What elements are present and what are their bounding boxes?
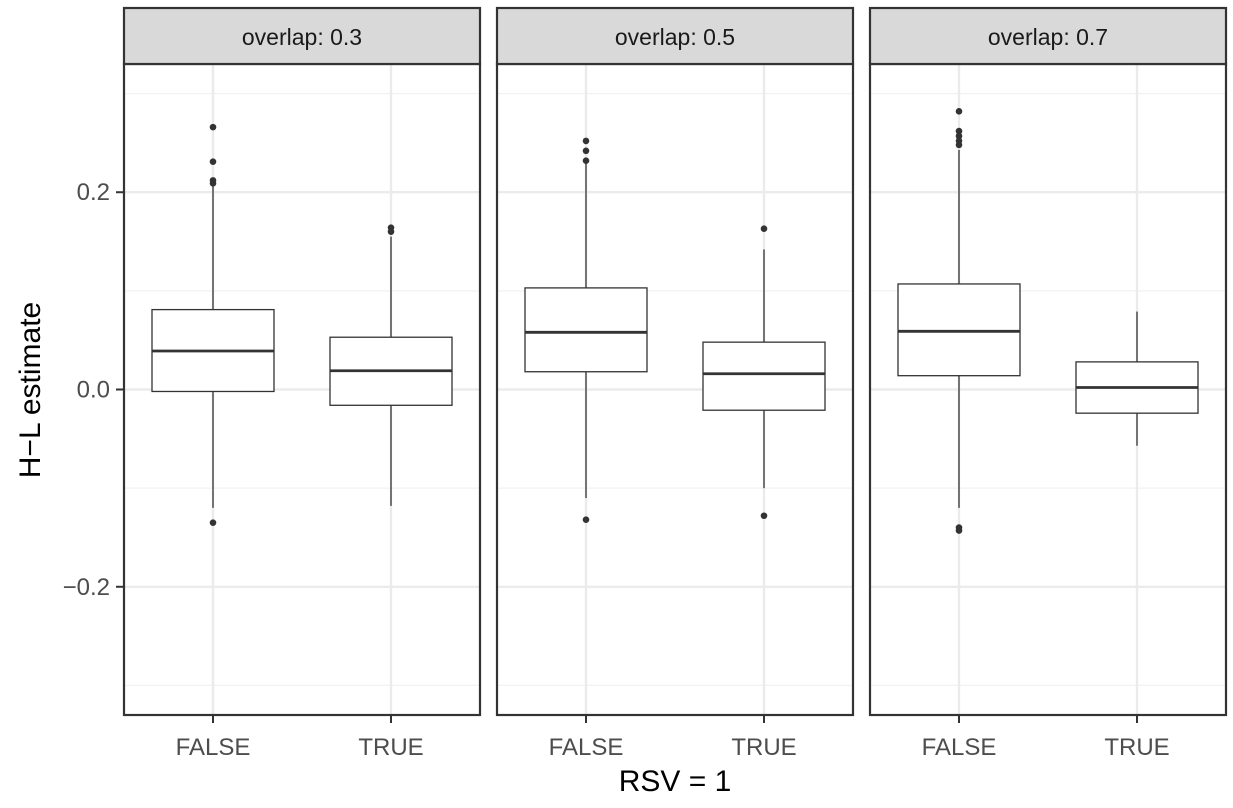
x-tick-label: FALSE (549, 734, 624, 761)
box-iqr (897, 283, 1021, 377)
outlier-point (582, 137, 590, 145)
outlier-point (209, 519, 217, 526)
facet-strip-label: overlap: 0.7 (988, 24, 1108, 50)
x-tick-label: TRUE (1104, 734, 1169, 761)
y-tick-label: 0.2 (77, 179, 110, 206)
outlier-point (760, 225, 768, 233)
box-iqr (702, 341, 826, 411)
y-tick-label: −0.2 (63, 574, 110, 601)
facet-strip-label: overlap: 0.5 (615, 24, 735, 50)
box-iqr (524, 287, 648, 373)
outlier-point (209, 158, 217, 165)
outlier-point (955, 527, 963, 534)
y-axis-title: H−L estimate (14, 302, 47, 478)
outlier-point (955, 127, 963, 135)
facet-strip (122, 6, 482, 66)
facet-strip (868, 6, 1228, 66)
outlier-point (955, 141, 963, 149)
outlier-point (209, 180, 217, 187)
x-tick-label: TRUE (731, 734, 796, 761)
outlier-point (955, 132, 963, 140)
facet-strip (495, 6, 855, 66)
x-tick-label: FALSE (176, 734, 251, 761)
facet-strip-label: overlap: 0.3 (242, 24, 362, 50)
y-tick-label: 0.0 (77, 377, 110, 404)
x-tick-label: FALSE (922, 734, 997, 761)
x-axis-title: RSV = 1 (619, 765, 732, 798)
outlier-point (955, 108, 963, 115)
outlier-point (387, 228, 395, 235)
outlier-point (582, 157, 590, 164)
outlier-point (582, 147, 590, 155)
outlier-point (209, 123, 217, 131)
outlier-point (582, 516, 590, 523)
x-tick-label: TRUE (358, 734, 423, 761)
outlier-point (760, 512, 768, 520)
